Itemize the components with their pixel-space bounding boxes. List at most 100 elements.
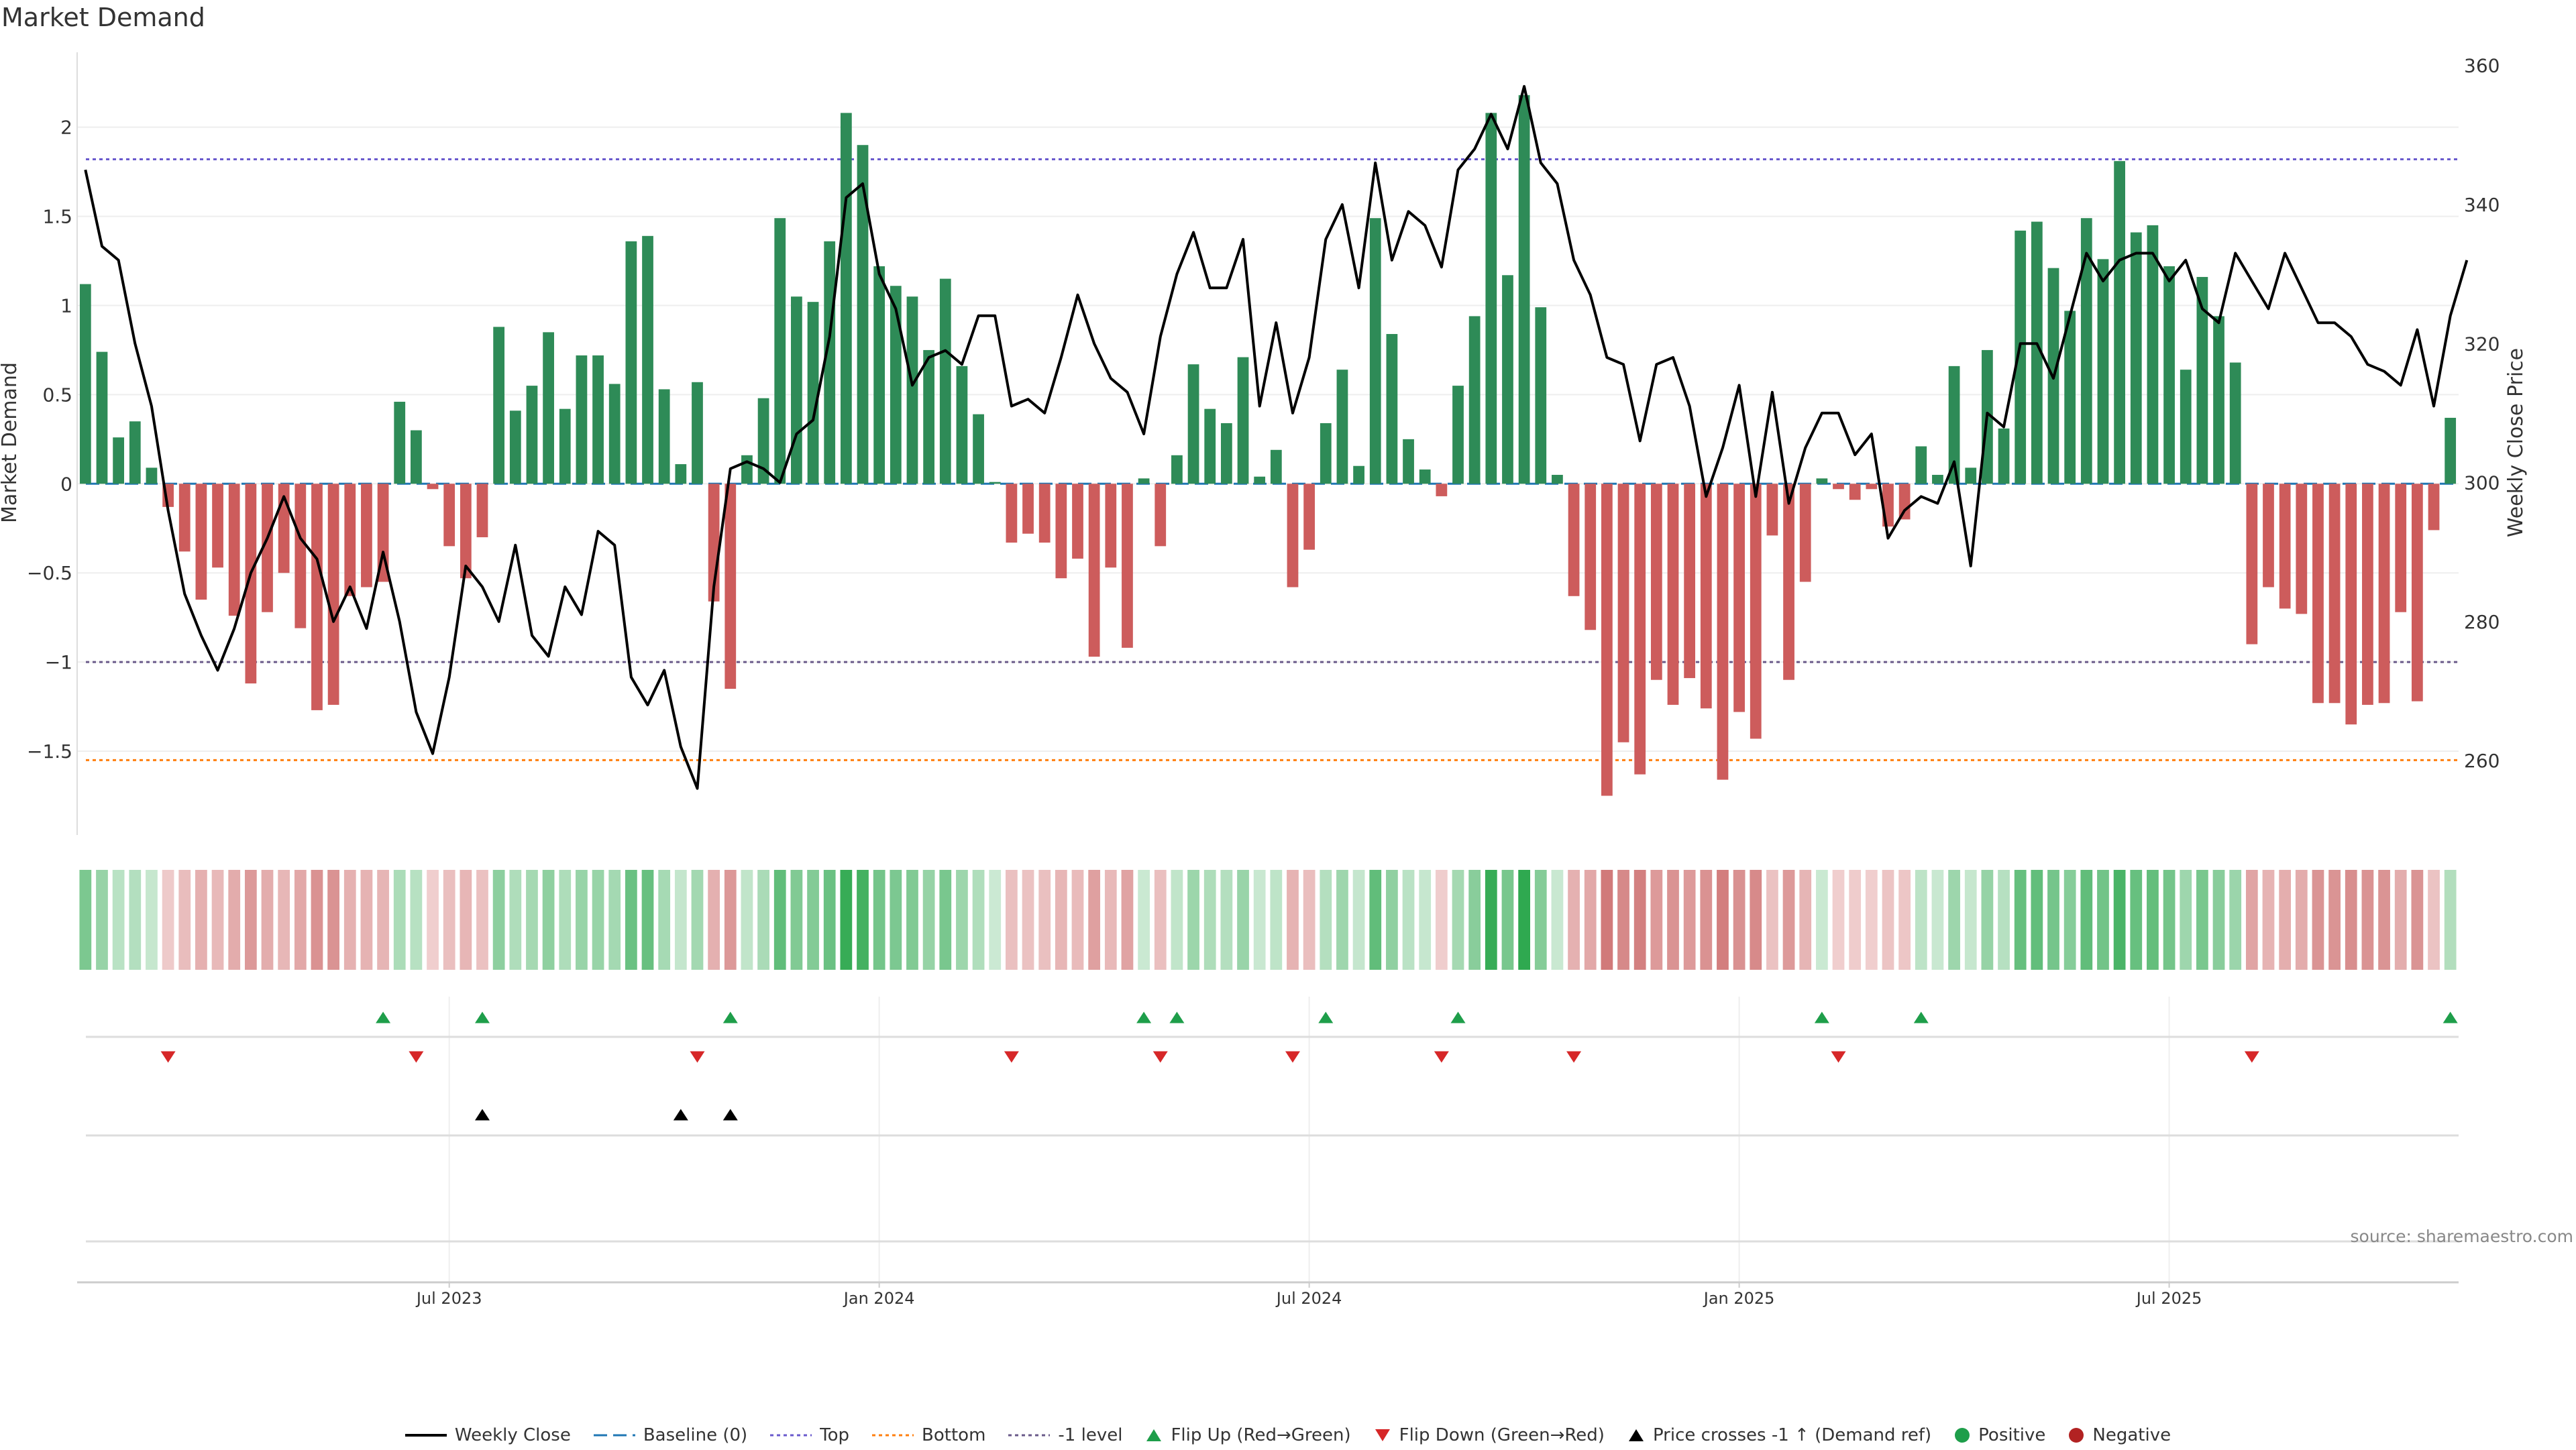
heat-cell <box>1320 870 1332 970</box>
event-markers <box>160 1011 2458 1121</box>
heat-cell <box>2047 870 2059 970</box>
demand-bar <box>1485 113 1497 484</box>
heat-cell <box>939 870 952 970</box>
demand-bar <box>1038 484 1051 543</box>
heat-cell <box>1865 870 1878 970</box>
demand-bar <box>2114 161 2125 484</box>
demand-bar <box>1006 484 1018 543</box>
heat-cell <box>1584 870 1597 970</box>
demand-bar <box>1022 484 1034 534</box>
demand-bars <box>79 95 2457 796</box>
heat-cell <box>1303 870 1316 970</box>
demand-bar <box>2031 221 2043 484</box>
demand-bar <box>1585 484 1597 630</box>
heat-cell <box>492 870 505 970</box>
heat-cell <box>1237 870 1249 970</box>
heat-cell <box>146 870 158 970</box>
flip-down-marker <box>160 1051 176 1063</box>
heat-cell <box>790 870 803 970</box>
heat-cell <box>427 870 439 970</box>
x-tick-label: Jul 2023 <box>415 1289 482 1308</box>
legend-item: Flip Up (Red→Green) <box>1145 1425 1351 1445</box>
demand-bar <box>2180 370 2192 484</box>
heat-cell <box>1650 870 1663 970</box>
demand-bar <box>1353 465 1364 484</box>
heat-cell <box>1203 870 1216 970</box>
heat-cell <box>1055 870 1067 970</box>
legend-label: Top <box>820 1425 850 1445</box>
heat-cell <box>592 870 604 970</box>
heat-cell <box>2163 870 2176 970</box>
heat-cell <box>1270 870 1283 970</box>
heat-cell <box>2394 870 2407 970</box>
heat-cell <box>2097 870 2109 970</box>
demand-bar <box>1320 423 1332 484</box>
heat-cell <box>410 870 423 970</box>
heat-cell <box>1898 870 1911 970</box>
heat-cell <box>1171 870 1183 970</box>
heat-cell <box>773 870 786 970</box>
heat-cell <box>112 870 125 970</box>
heat-cell <box>1402 870 1415 970</box>
demand-bar <box>1915 446 1927 484</box>
legend-label: Flip Up (Red→Green) <box>1171 1425 1351 1445</box>
heat-cell <box>691 870 704 970</box>
demand-bar <box>178 484 191 552</box>
heat-cell <box>1700 870 1713 970</box>
flip-down-marker <box>1566 1051 1582 1063</box>
x-tick-label: Jan 2024 <box>843 1289 915 1308</box>
heat-cell <box>2245 870 2258 970</box>
demand-bar <box>1403 439 1414 484</box>
demand-bar <box>1204 408 1216 484</box>
heat-cell <box>1815 870 1828 970</box>
demand-bar <box>1287 484 1299 588</box>
demand-bar <box>1866 484 1878 490</box>
legend-item: -1 level <box>1008 1425 1122 1445</box>
x-tick-label: Jan 2025 <box>1703 1289 1775 1308</box>
y2-tick-label: 320 <box>2464 333 2500 355</box>
heat-cell <box>2444 870 2457 970</box>
demand-bar <box>2296 484 2308 614</box>
demand-bar <box>1799 484 1811 582</box>
heat-cell <box>641 870 654 970</box>
demand-bar <box>1601 484 1613 796</box>
circle-icon <box>2069 1428 2084 1443</box>
flip-up-marker <box>1318 1011 1334 1023</box>
heat-cell <box>922 870 935 970</box>
y-tick-label: 0.5 <box>42 384 72 406</box>
heat-cell <box>873 870 885 970</box>
price-cross-marker <box>474 1109 490 1121</box>
y-tick-label: −1.5 <box>27 740 72 763</box>
demand-bar <box>2411 484 2423 702</box>
demand-bar <box>1303 484 1316 550</box>
heat-cell <box>1782 870 1795 970</box>
x-tick-label: Jul 2025 <box>2135 1289 2202 1308</box>
heat-cell <box>1998 870 2010 970</box>
heat-cell <box>1386 870 1398 970</box>
demand-bar <box>692 382 703 484</box>
heat-cell <box>2328 870 2341 970</box>
demand-bar <box>1254 476 1266 484</box>
heat-cell <box>211 870 224 970</box>
demand-bar <box>807 302 819 484</box>
demand-bar <box>1650 484 1662 680</box>
flip-down-marker <box>1152 1051 1168 1063</box>
demand-bar <box>2147 225 2159 484</box>
legend-item: Flip Down (Green→Red) <box>1374 1425 1605 1445</box>
demand-bar <box>113 437 125 484</box>
heat-cell <box>2212 870 2225 970</box>
flip-down-marker <box>2244 1051 2259 1063</box>
heat-cell <box>509 870 522 970</box>
demand-bar <box>2015 230 2027 484</box>
demand-bar <box>1171 455 1183 484</box>
solid-line-icon <box>405 1434 447 1437</box>
demand-bar <box>2263 484 2274 588</box>
demand-bar <box>1088 484 1100 657</box>
legend-item: Top <box>770 1425 849 1445</box>
demand-bar <box>757 398 769 484</box>
demand-bar <box>146 467 158 484</box>
x-tick-label: Jul 2024 <box>1275 1289 1342 1308</box>
demand-bar <box>2064 311 2076 484</box>
dotted-line-icon <box>1008 1434 1051 1437</box>
demand-bar <box>2080 218 2092 484</box>
